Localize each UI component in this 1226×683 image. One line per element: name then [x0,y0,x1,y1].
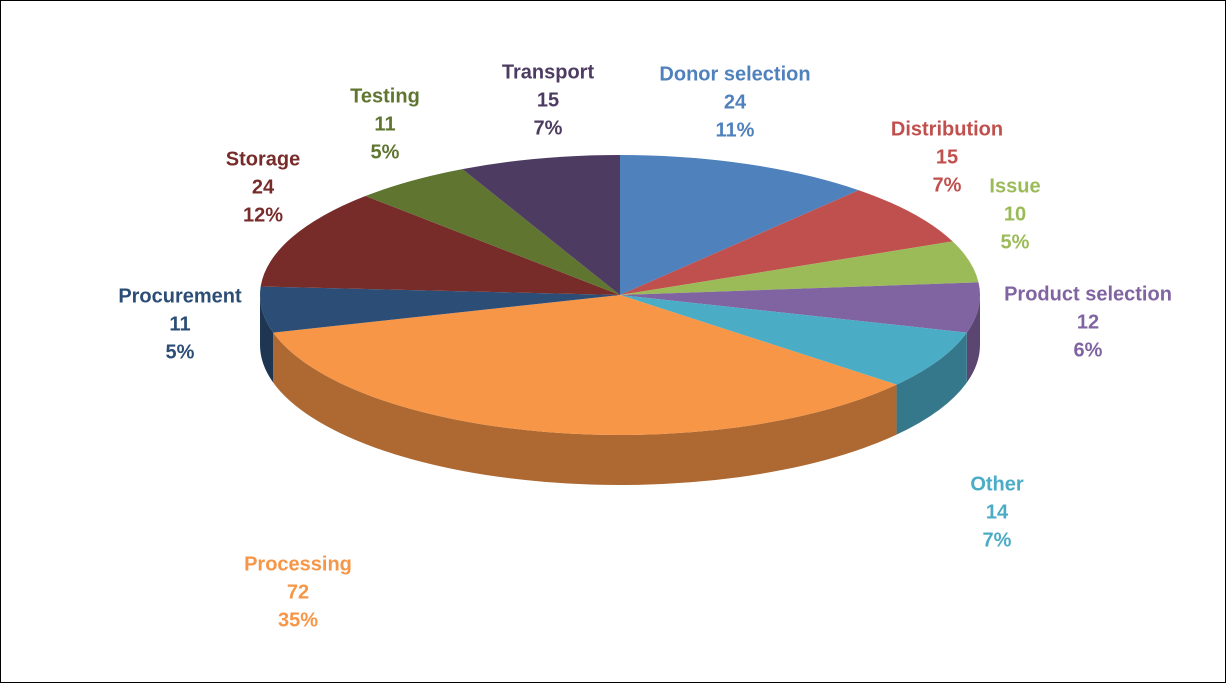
slice [620,295,967,385]
label-value: 14 [986,501,1009,523]
label-percent: 5% [371,141,400,163]
label-percent: 5% [1001,231,1030,253]
label-value: 24 [724,91,747,113]
slice-side [273,332,897,486]
label-category: Product selection [1004,283,1172,305]
label-percent: 7% [933,174,962,196]
label-value: 11 [374,113,395,135]
slice [260,286,620,333]
label-category: Processing [244,553,352,575]
label-value: 72 [287,581,309,603]
label-percent: 11% [716,119,755,141]
slice [620,155,859,295]
label-value: 24 [252,176,275,198]
label-value: 11 [169,313,190,335]
slice [462,155,620,295]
label-percent: 7% [534,117,563,139]
label-category: Testing [350,85,420,107]
label-value: 10 [1004,203,1026,225]
slice-side [896,332,967,435]
slice [620,282,981,333]
label-category: Donor selection [659,63,810,85]
label-category: Transport [502,61,595,83]
label-percent: 6% [1074,339,1103,361]
label-percent: 12% [243,204,283,226]
slice-side [966,295,980,383]
label-category: Other [970,473,1024,495]
slice-side [260,295,274,383]
label-category: Distribution [891,118,1003,140]
label-value: 15 [936,146,958,168]
label-value: 15 [537,89,559,111]
slice [620,190,953,295]
slice [620,241,979,295]
slice [273,295,897,435]
label-category: Storage [226,148,300,170]
label-percent: 7% [983,529,1012,551]
label-percent: 35% [278,609,318,631]
label-percent: 5% [166,341,195,363]
slice [260,196,620,295]
label-value: 12 [1077,311,1099,333]
slice [365,169,620,295]
label-category: Procurement [118,285,242,307]
label-category: Issue [989,175,1040,197]
